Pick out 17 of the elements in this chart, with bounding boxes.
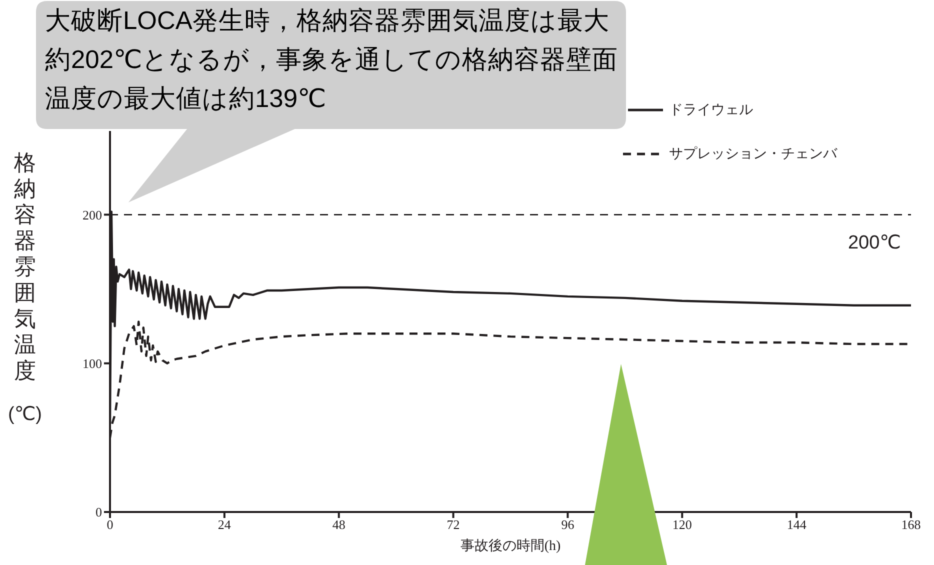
x-tick-label: 48 (332, 517, 346, 532)
x-tick-label: 120 (672, 517, 692, 532)
ref-line-label: 200℃ (848, 232, 901, 254)
legend-label: サプレッション・チェンバ (669, 145, 837, 163)
legend-label: ドライウェル (669, 102, 753, 119)
x-axis-title: 事故後の時間(h) (460, 538, 561, 554)
y-tick-label: 100 (82, 356, 102, 371)
x-tick-label: 72 (446, 517, 460, 532)
text: 格納容器雰囲気温度(℃) (8, 150, 42, 425)
x-tick-label: 24 (218, 517, 232, 532)
x-tick-label: 168 (901, 517, 921, 532)
x-tick-label: 96 (561, 517, 575, 532)
x-tick-label: 144 (786, 517, 807, 532)
annotation: 大破断LOCA発生時，格納容器雰囲気温度は最大約202℃となるが，事象を通しての格納容器壁面温度の最大値は約139℃ (45, 6, 620, 115)
y-tick-label: 200 (82, 207, 102, 222)
y-tick-label: 0 (96, 504, 102, 520)
x-tick-label: 0 (106, 517, 114, 532)
